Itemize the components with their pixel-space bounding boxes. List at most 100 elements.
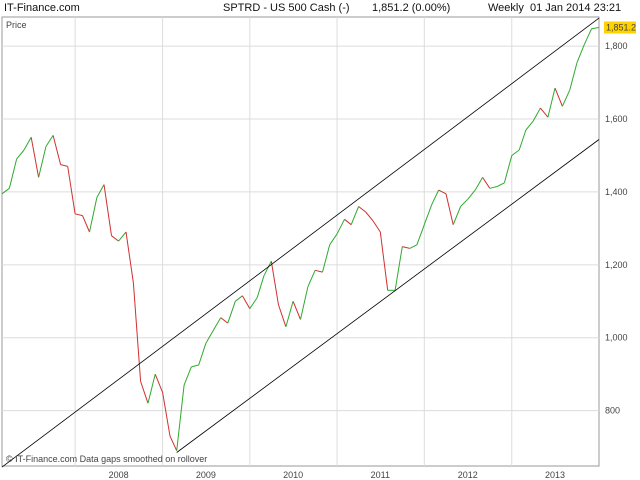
x-tick-label: 2013 <box>545 470 565 480</box>
price-segment <box>1 187 10 195</box>
price-segment <box>285 301 294 327</box>
price-segment <box>45 135 54 147</box>
price-segment <box>220 317 229 324</box>
price-segment <box>409 244 418 249</box>
price-segment <box>60 164 68 167</box>
price-segment <box>350 206 360 225</box>
price-segment <box>183 366 192 386</box>
chart-header: IT-Finance.com SPTRD - US 500 Cash (-) 1… <box>0 0 640 17</box>
price-segment <box>234 295 243 302</box>
x-tick-label: 2011 <box>371 470 390 480</box>
price-segment <box>365 211 374 222</box>
price-segment <box>270 261 279 305</box>
price-segment <box>569 62 578 91</box>
price-segment <box>111 235 119 242</box>
price-segment <box>576 44 585 63</box>
price-segment <box>169 435 178 451</box>
last-value-badge: 1,851.2 <box>604 21 636 34</box>
price-segment <box>249 297 258 309</box>
price-segment <box>591 27 599 30</box>
horizontal-gridlines <box>2 45 599 412</box>
last-value-text: 1,851.2 <box>606 23 636 33</box>
price-segment <box>416 224 425 245</box>
price-segment <box>372 220 381 233</box>
price-segment <box>314 269 323 273</box>
price-segment <box>402 246 410 249</box>
price-segment <box>329 233 338 246</box>
y-tick-label: 1,200 <box>605 260 628 270</box>
price-segment <box>532 107 541 122</box>
period-timestamp: Weekly 01 Jan 2014 23:21 <box>488 2 622 14</box>
channel-upper-line <box>1 17 600 468</box>
price-segment <box>423 204 433 225</box>
price-segment <box>16 149 25 160</box>
brand-name: IT-Finance.com <box>4 2 80 14</box>
x-tick-label: 2010 <box>283 470 303 480</box>
price-segment <box>460 198 469 207</box>
price-segment <box>147 374 156 404</box>
price-segment <box>561 89 571 107</box>
price-segment <box>191 364 199 368</box>
last-value-badge-bg <box>604 21 636 34</box>
price-segment <box>474 177 484 191</box>
price-segment <box>8 158 18 189</box>
price-segment <box>344 218 352 226</box>
last-price-change: 1,851.2 (0.00%) <box>372 2 451 14</box>
price-segment <box>74 213 83 217</box>
price-segment <box>162 392 171 437</box>
x-axis-labels: 2008 2009 2010 2011 2012 2013 <box>109 470 565 480</box>
price-segment <box>125 231 134 284</box>
price-segment <box>336 219 345 235</box>
price-segment <box>67 166 76 214</box>
trend-channel <box>1 17 600 468</box>
price-segment <box>103 184 112 236</box>
price-segment <box>467 189 476 200</box>
price-segment <box>256 275 265 298</box>
price-segment <box>540 107 549 118</box>
price-segment <box>212 317 222 331</box>
price-segment <box>489 186 498 189</box>
price-series <box>1 27 599 451</box>
price-segment <box>23 137 32 151</box>
price-segment <box>263 260 272 277</box>
x-tick-label: 2012 <box>458 470 478 480</box>
x-tick-label: 2009 <box>196 470 216 480</box>
price-segment <box>496 182 505 187</box>
price-segment <box>241 295 251 309</box>
price-segment <box>394 246 403 291</box>
y-tick-label: 1,000 <box>605 333 628 343</box>
price-segment <box>38 146 47 178</box>
y-tick-label: 800 <box>605 406 620 416</box>
price-segment <box>278 304 287 327</box>
price-segment <box>379 231 389 291</box>
price-segment <box>452 206 462 225</box>
price-segment <box>358 206 367 213</box>
price-segment <box>518 129 527 151</box>
price-segment <box>89 197 98 233</box>
price-segment <box>554 87 563 107</box>
price-segment <box>511 149 520 156</box>
channel-lower-line <box>176 139 600 453</box>
x-tick-label: 2008 <box>109 470 129 480</box>
price-segment <box>300 286 309 320</box>
y-tick-label: 1,600 <box>605 114 628 124</box>
price-segment <box>198 343 207 366</box>
price-segment <box>82 215 90 233</box>
footer-note: © IT-Finance.com Data gaps smoothed on r… <box>6 454 207 464</box>
price-segment <box>525 120 534 131</box>
price-segment <box>132 282 142 382</box>
price-segment <box>227 301 236 324</box>
price-segment <box>292 301 301 320</box>
instrument-title: SPTRD - US 500 Cash (-) <box>223 2 350 14</box>
price-segment <box>307 270 316 287</box>
price-segment <box>176 385 185 451</box>
price-segment <box>503 155 513 183</box>
legend-price-label: Price <box>6 20 27 30</box>
y-tick-label: 1,400 <box>605 187 628 197</box>
price-segment <box>30 137 40 178</box>
price-segment <box>96 184 105 198</box>
plot-frame <box>1 16 600 467</box>
price-segment <box>154 374 164 393</box>
price-segment <box>547 87 556 118</box>
price-segment <box>482 177 491 189</box>
